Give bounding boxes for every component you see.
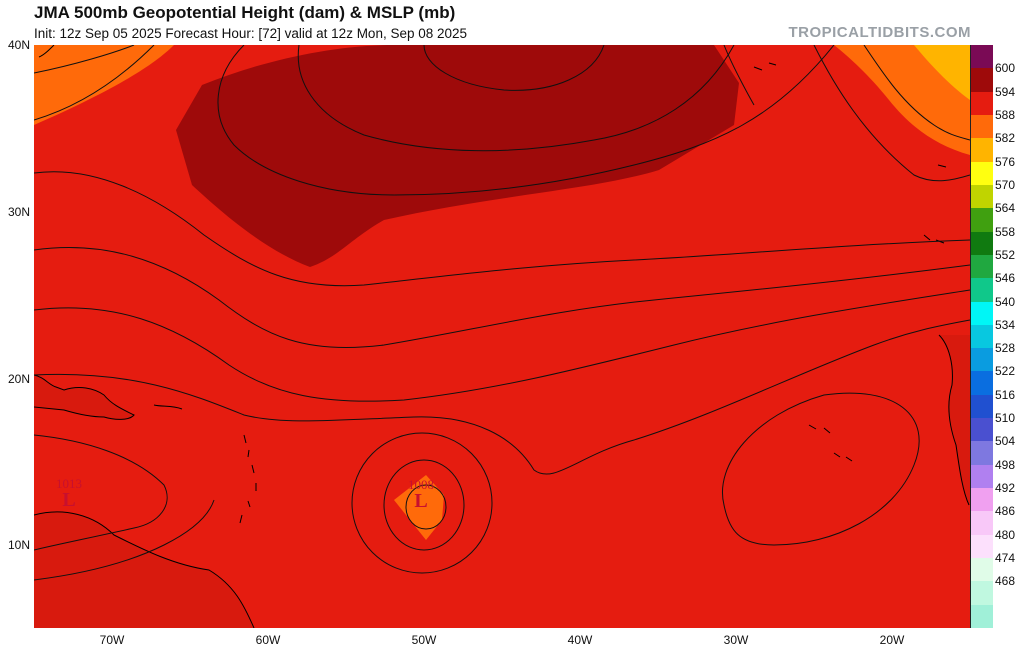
color-scale-swatch bbox=[971, 91, 993, 116]
lat-label-20n: 20N bbox=[7, 372, 30, 386]
color-scale-label: 594 bbox=[995, 84, 1016, 99]
lon-label-50w: 50W bbox=[411, 633, 437, 647]
color-scale-label: 504 bbox=[995, 434, 1016, 449]
color-scale-swatch bbox=[971, 324, 993, 349]
pressure-center-1013: 1013 L bbox=[56, 477, 82, 510]
height-fill-576-ne bbox=[914, 45, 970, 100]
low-symbol-1008: L bbox=[414, 490, 428, 512]
color-scale-label: 552 bbox=[995, 247, 1016, 262]
lon-label-40w: 40W bbox=[567, 633, 593, 647]
height-fill-594-ridge bbox=[176, 45, 739, 267]
lat-label-10n: 10N bbox=[7, 538, 30, 552]
color-scale-label: 588 bbox=[995, 107, 1016, 122]
color-scale-swatch bbox=[971, 114, 993, 139]
forecast-info: Init: 12z Sep 05 2025 Forecast Hour: [72… bbox=[34, 26, 468, 41]
color-scale-swatch bbox=[971, 394, 993, 419]
color-scale-label: 486 bbox=[995, 504, 1016, 519]
lon-label-30w: 30W bbox=[723, 633, 749, 647]
color-scale-swatch bbox=[971, 278, 993, 302]
color-scale-label: 546 bbox=[995, 271, 1016, 286]
color-scale-bar bbox=[970, 45, 993, 629]
pressure-value-1013: 1013 bbox=[56, 476, 82, 491]
color-scale-swatch bbox=[971, 604, 993, 629]
pressure-center-1008: 1008 L bbox=[408, 478, 434, 511]
color-scale-swatch bbox=[971, 418, 993, 442]
color-scale-label: 492 bbox=[995, 481, 1016, 496]
color-scale-label: 516 bbox=[995, 387, 1016, 402]
color-scale-label: 480 bbox=[995, 527, 1016, 542]
map-canvas bbox=[34, 45, 970, 628]
color-scale-label: 522 bbox=[995, 364, 1016, 379]
lat-label-30n: 30N bbox=[7, 205, 30, 219]
color-scale-swatch bbox=[971, 254, 993, 279]
color-scale-swatch bbox=[971, 464, 993, 489]
color-scale-swatch bbox=[971, 45, 993, 69]
color-scale-label: 540 bbox=[995, 294, 1016, 309]
color-scale-swatch bbox=[971, 348, 993, 372]
map-title: JMA 500mb Geopotential Height (dam) & MS… bbox=[34, 3, 456, 22]
color-scale-swatch bbox=[971, 371, 993, 396]
color-scale-swatch bbox=[971, 581, 993, 606]
color-scale-label: 576 bbox=[995, 154, 1016, 169]
color-scale-label: 510 bbox=[995, 411, 1016, 426]
pressure-value-1008: 1008 bbox=[408, 477, 434, 492]
contour-lines bbox=[34, 45, 970, 581]
color-scale-swatch bbox=[971, 161, 993, 186]
color-scale-swatch bbox=[971, 138, 993, 163]
color-scale-label: 468 bbox=[995, 574, 1016, 589]
coastlines bbox=[34, 45, 970, 628]
color-scale-swatch bbox=[971, 511, 993, 536]
color-scale-label: 534 bbox=[995, 317, 1016, 332]
color-scale-label: 564 bbox=[995, 201, 1016, 216]
color-scale-swatch bbox=[971, 68, 993, 93]
color-scale-label: 582 bbox=[995, 131, 1016, 146]
color-scale-swatch bbox=[971, 301, 993, 326]
color-scale-label: 498 bbox=[995, 457, 1016, 472]
land-south-america bbox=[34, 511, 254, 628]
color-scale-swatch bbox=[971, 231, 993, 256]
lat-label-40n: 40N bbox=[7, 38, 30, 52]
low-symbol-1013: L bbox=[62, 489, 76, 511]
color-scale-swatch bbox=[971, 534, 993, 559]
height-fill-582-low bbox=[394, 475, 444, 540]
height-fill-582-ne bbox=[834, 45, 970, 155]
map-panel[interactable]: 1013 L 1008 L bbox=[34, 45, 970, 628]
color-scale-swatch bbox=[971, 184, 993, 209]
color-scale-swatch bbox=[971, 488, 993, 512]
color-scale-label: 528 bbox=[995, 341, 1016, 356]
lon-label-60w: 60W bbox=[255, 633, 281, 647]
lon-label-70w: 70W bbox=[99, 633, 125, 647]
color-scale-swatch bbox=[971, 441, 993, 466]
color-scale-label: 558 bbox=[995, 224, 1016, 239]
color-scale-label: 474 bbox=[995, 551, 1016, 566]
brand-watermark: TROPICALTIDBITS.COM bbox=[788, 24, 971, 41]
color-scale-label: 570 bbox=[995, 177, 1016, 192]
land-hispaniola-puerto-rico bbox=[34, 375, 134, 420]
color-scale-label: 600 bbox=[995, 61, 1016, 76]
color-scale-swatch bbox=[971, 558, 993, 582]
lon-label-20w: 20W bbox=[879, 633, 905, 647]
land-africa bbox=[939, 335, 970, 505]
color-scale-swatch bbox=[971, 208, 993, 233]
